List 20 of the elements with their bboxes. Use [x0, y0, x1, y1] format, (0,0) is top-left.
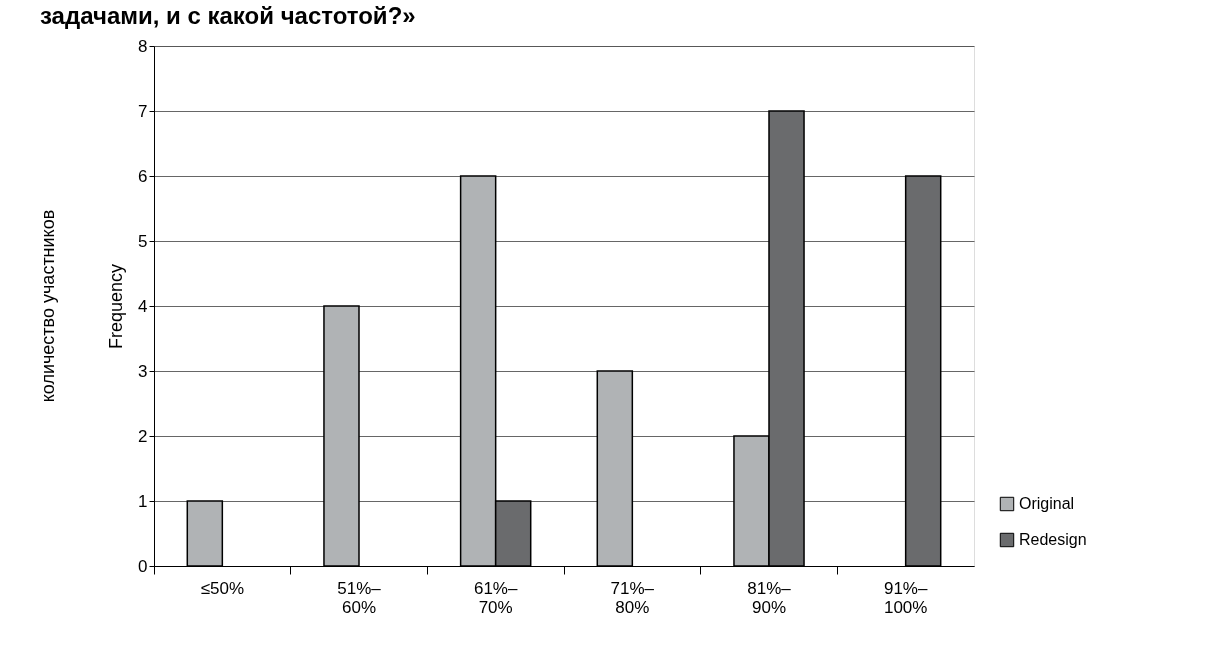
- legend-label: Redesign: [1019, 531, 1087, 548]
- y-tick-label: 2: [138, 426, 148, 446]
- text: количество участников: [38, 209, 58, 403]
- x-tick-label: ≤50%: [200, 578, 245, 598]
- y-tick-label: 3: [138, 361, 148, 381]
- y-tick-label: 5: [138, 231, 148, 251]
- legend-label: Original: [1019, 495, 1075, 512]
- y-tick-label: 8: [138, 36, 148, 56]
- x-tick-label: 71%–80%: [610, 578, 655, 617]
- x-tick-label: 81%–90%: [747, 578, 792, 617]
- y-axis-title: Frequency: [106, 263, 127, 350]
- y-tick-label: 1: [138, 491, 148, 511]
- x-tick-label: 51%–60%: [337, 578, 382, 617]
- y-tick-label: 6: [138, 166, 148, 186]
- y-tick-label: 0: [138, 556, 148, 576]
- y-tick-label: 4: [138, 296, 148, 316]
- y-tick-label: 7: [138, 101, 148, 121]
- x-tick-label: 61%–70%: [473, 578, 518, 617]
- x-tick-label: 91%–100%: [883, 578, 928, 617]
- chart-title: задачами, и с какой частотой?»: [40, 2, 416, 29]
